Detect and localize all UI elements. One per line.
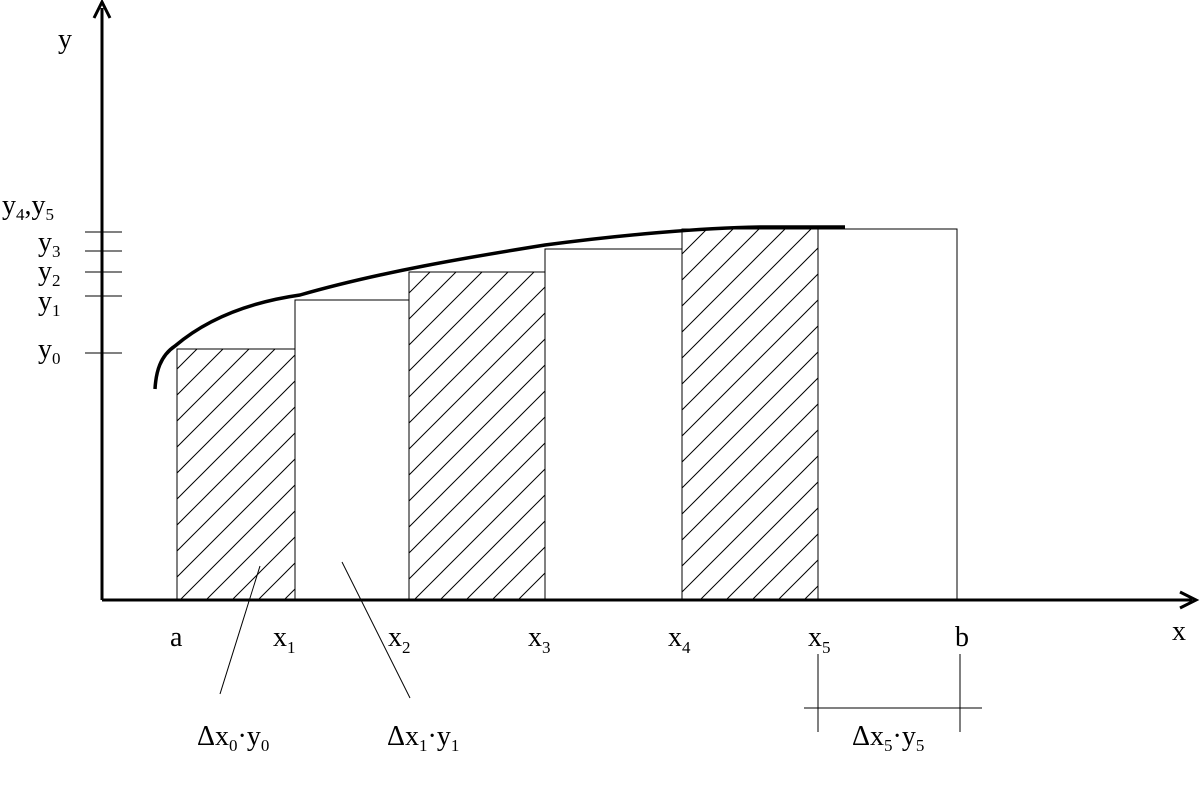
x-tick-label-x5: x5 — [808, 622, 831, 657]
rect-4 — [681, 228, 819, 601]
y-tick-label-y2: y2 — [38, 256, 61, 290]
leader-line-0 — [219, 565, 261, 695]
x-tick-label-b: b — [955, 622, 969, 653]
y-tick-label-y0: y0 — [38, 334, 61, 368]
x-tick-label-x2: x2 — [388, 622, 411, 657]
annotation-dx1-y1: Δx1·y1 — [387, 721, 459, 755]
rect-2 — [408, 271, 546, 601]
y-tick-label-y3: y3 — [38, 227, 61, 261]
delta-x5-bracket — [804, 654, 982, 732]
y-tick-labels: y0 y1 y2 y3 y4,y5 — [2, 190, 61, 368]
x-tick-label-x3: x3 — [528, 622, 551, 657]
x-tick-label-x4: x4 — [668, 622, 691, 657]
x-axis-label: x — [1172, 616, 1186, 647]
annotation-dx0-y0: Δx0·y0 — [197, 721, 269, 755]
x-tick-label-a: a — [170, 622, 183, 653]
rect-1 — [294, 299, 410, 601]
x-axis-arrowhead — [1179, 590, 1200, 610]
rectangles-group — [176, 228, 958, 601]
y-tick-label-y4y5: y4,y5 — [2, 190, 54, 224]
y-tick-label-y1: y1 — [38, 286, 61, 320]
rect-5 — [817, 228, 958, 601]
leader-line-1 — [341, 561, 411, 699]
y-tick-marks — [85, 231, 122, 354]
x-tick-label-x1: x1 — [273, 622, 296, 657]
function-curve — [153, 225, 845, 390]
y-axis-label: y — [58, 24, 72, 55]
y-axis-arrowhead — [92, 0, 112, 19]
rect-3 — [544, 248, 683, 601]
x-tick-labels: a x1 x2 x3 x4 x5 b — [170, 622, 969, 657]
annotation-dx5-y5: Δx5·y5 — [852, 721, 924, 755]
rect-0 — [176, 348, 296, 601]
